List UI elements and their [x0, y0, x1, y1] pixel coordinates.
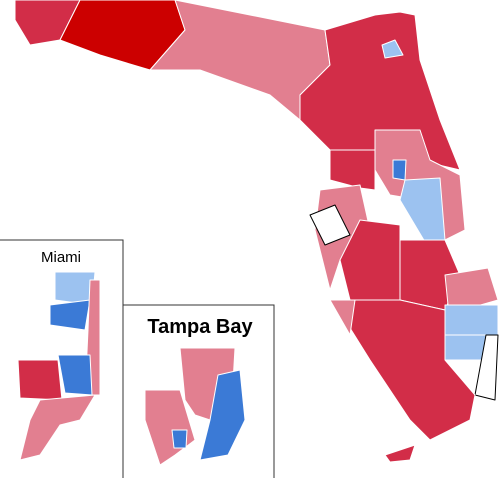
miami-inset: Miami: [0, 239, 124, 478]
district: [444, 334, 489, 361]
district: [344, 299, 476, 441]
district: [384, 444, 416, 463]
district: [171, 429, 188, 449]
district: [14, 0, 81, 46]
district: [474, 334, 499, 401]
district: [199, 369, 246, 461]
district: [392, 159, 407, 181]
district: [329, 299, 356, 336]
district: [444, 304, 499, 336]
inset-frame: [123, 304, 275, 478]
district: [57, 354, 93, 396]
inset-title: Miami: [41, 249, 81, 266]
district: [19, 394, 96, 461]
state-map: [14, 0, 499, 463]
tampa-inset: Tampa Bay: [123, 304, 275, 478]
district: [399, 177, 446, 243]
inset-title: Tampa Bay: [147, 316, 253, 338]
district: [17, 359, 63, 401]
district: [49, 299, 91, 331]
district: [329, 149, 376, 191]
district: [309, 204, 351, 246]
district: [444, 267, 499, 309]
inset-frame: [0, 239, 124, 478]
district: [381, 39, 404, 59]
